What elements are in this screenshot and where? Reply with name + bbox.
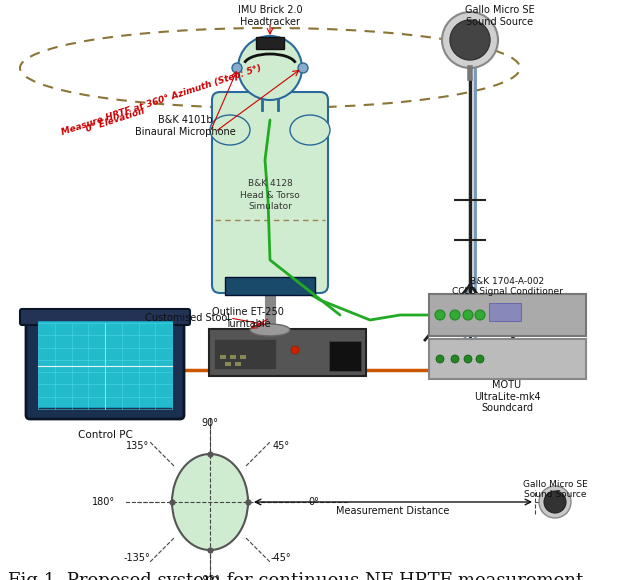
FancyBboxPatch shape (225, 277, 315, 295)
Bar (230, 355, 236, 359)
Ellipse shape (210, 115, 250, 145)
Circle shape (544, 491, 566, 513)
Circle shape (436, 355, 444, 363)
Text: 0° Elevation: 0° Elevation (85, 106, 146, 134)
Text: B&K 1704-A-002
CCLD Signal Conditioner: B&K 1704-A-002 CCLD Signal Conditioner (452, 277, 562, 296)
FancyBboxPatch shape (429, 339, 586, 379)
Circle shape (298, 63, 308, 73)
Bar (235, 362, 241, 366)
FancyBboxPatch shape (329, 341, 361, 371)
FancyBboxPatch shape (38, 321, 172, 407)
Circle shape (451, 355, 459, 363)
Circle shape (435, 310, 445, 320)
Text: 45°: 45° (273, 441, 289, 451)
Circle shape (539, 486, 571, 518)
Text: Control PC: Control PC (78, 430, 132, 440)
Text: Customised Stool: Customised Stool (145, 313, 230, 323)
FancyBboxPatch shape (209, 329, 366, 376)
Circle shape (232, 63, 242, 73)
FancyBboxPatch shape (429, 294, 586, 336)
Ellipse shape (290, 115, 330, 145)
Bar (225, 362, 231, 366)
Text: Measurement Distance: Measurement Distance (336, 506, 450, 516)
Text: 0°: 0° (308, 497, 320, 507)
Text: IMU Brick 2.0
Headtracker: IMU Brick 2.0 Headtracker (238, 5, 302, 27)
Text: MOTU
UltraLite-mk4
Soundcard: MOTU UltraLite-mk4 Soundcard (473, 380, 540, 413)
FancyBboxPatch shape (256, 37, 284, 49)
FancyBboxPatch shape (214, 339, 276, 369)
Circle shape (442, 12, 498, 68)
FancyBboxPatch shape (212, 92, 328, 293)
Text: 135°: 135° (125, 441, 149, 451)
Text: Gallo Micro SE
Sound Source: Gallo Micro SE Sound Source (465, 5, 535, 27)
Bar (240, 355, 246, 359)
Text: -45°: -45° (271, 553, 291, 563)
Text: Outline ET-250
Turntable: Outline ET-250 Turntable (212, 307, 284, 329)
Text: Gallo Micro SE
Sound Source: Gallo Micro SE Sound Source (523, 480, 587, 499)
Circle shape (475, 310, 485, 320)
FancyBboxPatch shape (20, 309, 190, 325)
FancyBboxPatch shape (26, 311, 184, 419)
Text: B&K 4101b
Binaural Microphone: B&K 4101b Binaural Microphone (135, 115, 235, 137)
Circle shape (291, 346, 299, 354)
Text: 90°: 90° (201, 419, 219, 429)
FancyBboxPatch shape (489, 303, 521, 321)
Bar (220, 355, 226, 359)
Text: Measure HRTF at 360° Azimuth (Step: 5°): Measure HRTF at 360° Azimuth (Step: 5°) (60, 63, 263, 137)
Ellipse shape (250, 324, 290, 336)
Text: 180°: 180° (93, 497, 116, 507)
Circle shape (464, 355, 472, 363)
Circle shape (450, 20, 490, 60)
Circle shape (238, 36, 302, 100)
Circle shape (463, 310, 473, 320)
Text: -135°: -135° (124, 553, 151, 563)
Text: B&K 4128
Head & Torso
Simulator: B&K 4128 Head & Torso Simulator (240, 179, 300, 211)
Text: Fig.1. Proposed system for continuous NF HRTF measurement.: Fig.1. Proposed system for continuous NF… (8, 572, 589, 580)
Text: -92°: -92° (200, 575, 220, 580)
Circle shape (476, 355, 484, 363)
Ellipse shape (172, 454, 248, 550)
Circle shape (450, 310, 460, 320)
